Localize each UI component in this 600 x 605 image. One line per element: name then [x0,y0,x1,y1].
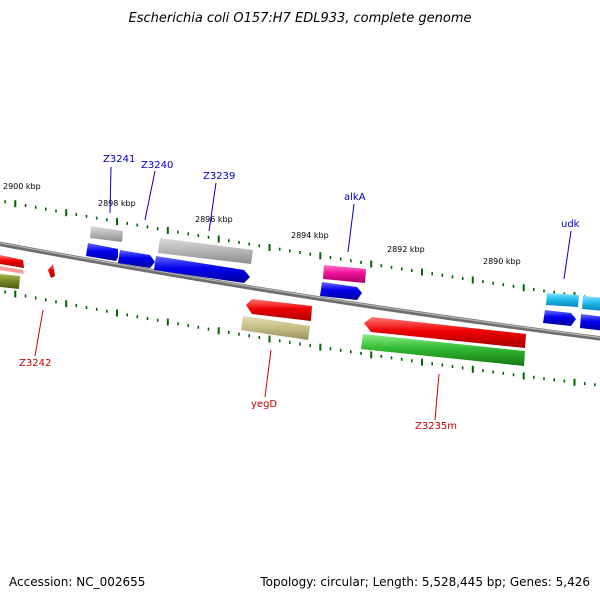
gene-feature[interactable] [361,334,525,366]
gene-label-z3239[interactable]: Z3239 [203,171,235,182]
gene-label-alka[interactable]: alkA [344,192,366,203]
gene-label-yegd[interactable]: yegD [251,399,277,410]
gene-feature[interactable] [320,282,362,300]
accession-text: Accession: NC_002655 [9,575,145,589]
scale-ticks-upper [4,200,596,300]
gene-feature[interactable] [246,299,312,321]
gene-feature[interactable] [546,293,579,307]
scale-label-2894: 2894 kbp [291,231,329,240]
scale-label-2900: 2900 kbp [3,182,41,191]
gene-feature[interactable] [154,256,250,283]
label-leaders [34,166,572,421]
gene-feature[interactable] [86,243,118,261]
gene-label-z3240[interactable]: Z3240 [141,160,173,171]
scale-label-2898: 2898 kbp [98,199,136,208]
gene-feature[interactable] [364,317,526,348]
gene-feature[interactable] [0,266,24,274]
scale-label-2890: 2890 kbp [483,257,521,266]
gene-feature[interactable] [0,274,20,289]
gene-feature[interactable] [90,226,123,242]
scale-labels: 2900 kbp 2898 kbp 2896 kbp 2894 kbp 2892… [3,182,521,266]
scale-label-2896: 2896 kbp [195,215,233,224]
gene-label-udk[interactable]: udk [561,219,580,230]
gene-feature[interactable] [323,265,366,283]
scale-label-2892: 2892 kbp [387,245,425,254]
genome-backbone [0,241,600,341]
scale-ticks-lower [4,290,596,387]
gene-labels: Z3241 Z3240 Z3239 alkA udk Z3242 yegD Z3… [19,154,580,432]
genome-summary-text: Topology: circular; Length: 5,528,445 bp… [259,575,590,589]
reverse-strand-genes [0,264,526,366]
gene-label-z3242[interactable]: Z3242 [19,358,51,369]
gene-feature[interactable] [580,314,600,331]
gene-feature[interactable] [543,310,576,326]
gene-feature[interactable] [48,264,55,278]
genome-title: Escherichia coli O157:H7 EDL933, complet… [129,11,472,26]
forward-strand-genes [0,226,600,331]
gene-feature[interactable] [582,296,600,311]
gene-feature[interactable] [158,238,253,264]
gene-feature[interactable] [0,255,24,268]
gene-feature[interactable] [241,316,310,340]
gene-label-z3235m[interactable]: Z3235m [415,421,457,432]
gene-feature[interactable] [118,250,155,268]
gene-label-z3241[interactable]: Z3241 [103,154,135,165]
